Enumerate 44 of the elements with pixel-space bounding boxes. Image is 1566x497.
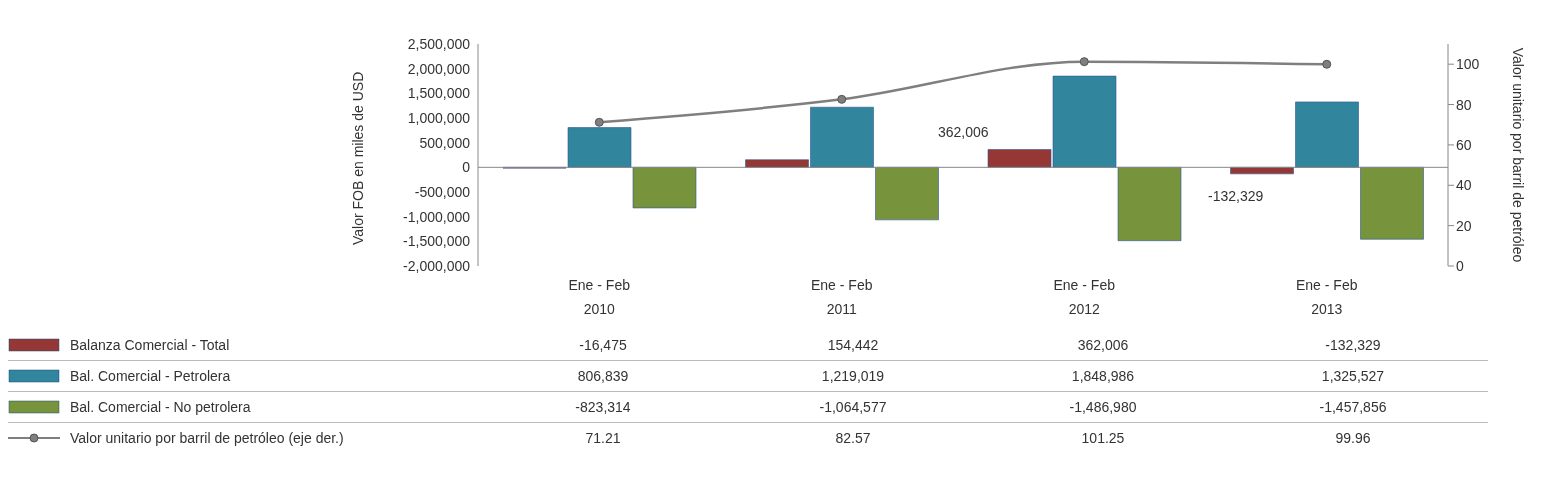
- y2-tick-label: 100: [1456, 56, 1480, 73]
- data-label: -1,457,856: [1318, 399, 1388, 415]
- x-tick-label: Ene - Feb 2011: [811, 277, 873, 317]
- y-tick-label: -2,000,000: [403, 257, 471, 274]
- y-tick-label: 500,000: [419, 134, 471, 151]
- y2-tick-label: 80: [1456, 96, 1472, 113]
- legend-label: Valor unitario por barril de petróleo (eje der.): [70, 430, 344, 446]
- y2-tick-label: 0: [1456, 257, 1464, 274]
- annotation: 362,006: [938, 124, 989, 140]
- data-label: -1,486,980: [1068, 399, 1138, 415]
- data-label: 1,848,986: [1070, 368, 1136, 384]
- data-label: 71.21: [584, 430, 622, 446]
- data-label: 82.57: [834, 430, 872, 446]
- data-label: 99.96: [1334, 430, 1372, 446]
- data-label: -823,314: [574, 399, 632, 415]
- y-tick-label: 1,500,000: [407, 85, 471, 102]
- y2-axis-title: Valor unitario por barril de petróleo: [1510, 47, 1527, 263]
- legend-label: Bal. Comercial - Petrolera: [70, 368, 231, 384]
- y-tick-label: -1,000,000: [403, 208, 471, 225]
- legend-label: Balanza Comercial - Total: [70, 337, 230, 353]
- annotation: -132,329: [1208, 188, 1264, 204]
- data-label: 154,442: [826, 337, 880, 353]
- y-tick-label: 2,500,000: [407, 35, 471, 52]
- data-label: -16,475: [578, 337, 628, 353]
- data-label: 1,219,019: [820, 368, 886, 384]
- x-tick-label: Ene - Feb 2010: [568, 277, 631, 317]
- y2-tick-label: 60: [1456, 136, 1472, 153]
- y-tick-label: 2,000,000: [407, 60, 471, 77]
- data-label: 806,839: [576, 368, 630, 384]
- y-tick-label: 0: [462, 159, 471, 176]
- x-tick-label: Ene - Feb 2012: [1053, 277, 1116, 317]
- data-label: -1,064,577: [818, 399, 888, 415]
- y-tick-label: -1,500,000: [403, 233, 471, 250]
- y-tick-label: 1,000,000: [407, 109, 471, 126]
- data-label: 362,006: [1076, 337, 1130, 353]
- y2-tick-label: 20: [1456, 217, 1472, 234]
- data-label: -132,329: [1324, 337, 1382, 353]
- x-tick-label: Ene - Feb 2013: [1296, 277, 1358, 317]
- y-axis-title: Valor FOB en miles de USD: [349, 71, 366, 245]
- data-label: 101.25: [1080, 430, 1126, 446]
- legend-label: Bal. Comercial - No petrolera: [70, 399, 251, 415]
- y2-tick-label: 40: [1456, 177, 1472, 194]
- data-label: 1,325,527: [1320, 368, 1386, 384]
- y-tick-label: -500,000: [414, 183, 471, 200]
